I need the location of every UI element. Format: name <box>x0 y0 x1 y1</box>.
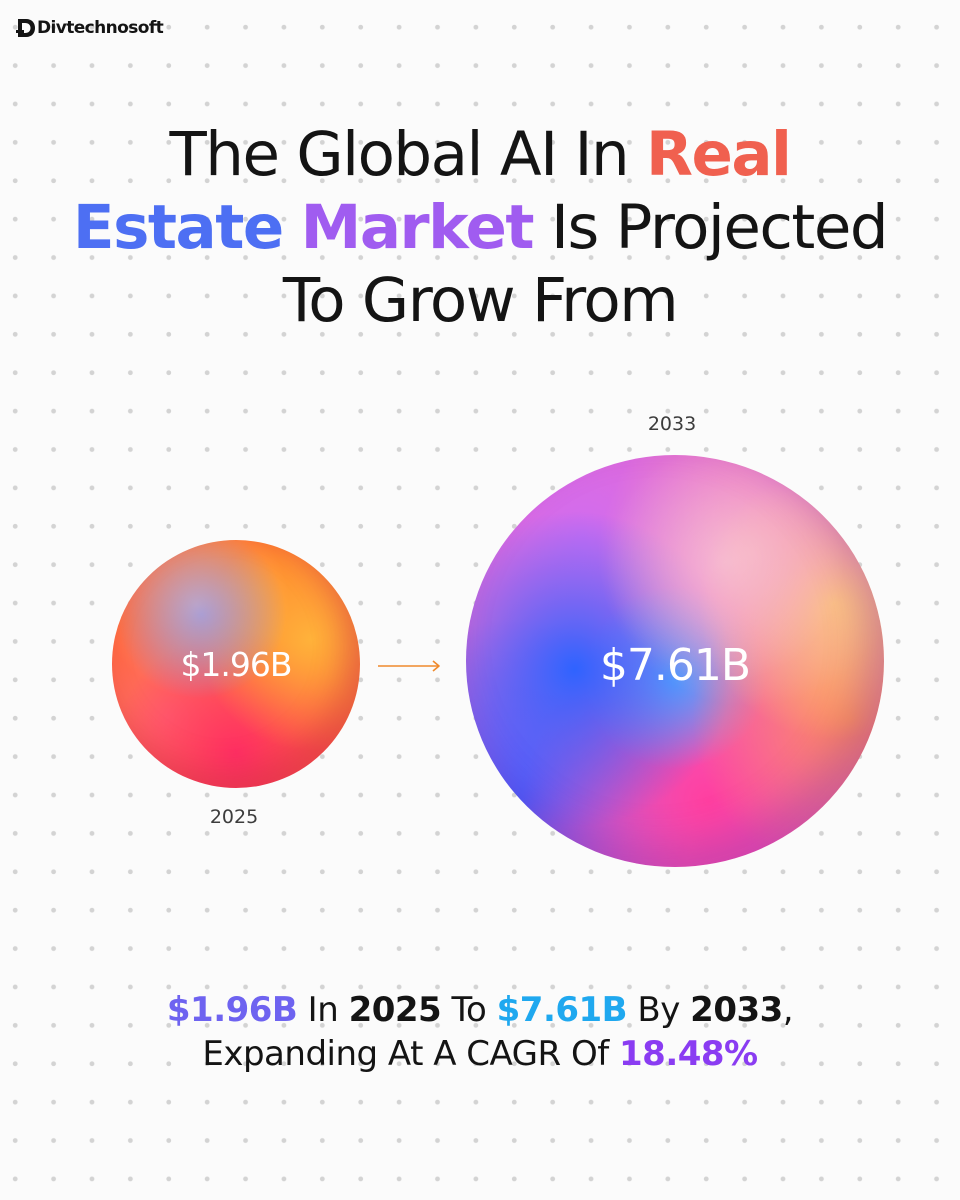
end-year-label: 2033 <box>647 413 697 435</box>
summary-start-year: 2025 <box>348 990 442 1030</box>
arrow-right-icon <box>378 660 440 672</box>
title-line-1: The Global AI In Real <box>0 118 960 191</box>
sphere-highlight <box>466 455 884 867</box>
summary-expanding: Expanding At A CAGR Of <box>202 1034 619 1074</box>
end-value-label: $7.61B <box>599 640 751 691</box>
summary-end-year: 2033 <box>690 990 783 1030</box>
summary-start-value: $1.96B <box>166 990 298 1030</box>
start-value-label: $1.96B <box>180 645 292 684</box>
summary-comma: , <box>782 990 794 1030</box>
title-line-3: To Grow From <box>282 265 679 336</box>
summary-end-value: $7.61B <box>496 990 628 1030</box>
title-text-projected: Is Projected <box>533 192 889 263</box>
sphere-highlight <box>112 540 360 788</box>
title-text-start: The Global AI In <box>169 119 647 190</box>
summary-line-2: Expanding At A CAGR Of 18.48% <box>0 1032 960 1076</box>
start-value-sphere: $1.96B <box>112 540 360 788</box>
summary-to: To <box>441 990 497 1030</box>
summary-by: By <box>627 990 691 1030</box>
start-year-label: 2025 <box>209 806 259 828</box>
divtechnosoft-logo-icon <box>16 19 35 37</box>
title-highlight-market: Market <box>300 192 535 263</box>
title-highlight-real: Real <box>646 119 792 190</box>
summary-in: In <box>297 990 349 1030</box>
logo-wordmark: Divtechnosoft <box>37 17 164 38</box>
end-value-sphere: $7.61B <box>466 455 884 867</box>
brand-logo: Divtechnosoft <box>16 16 164 40</box>
summary-line-1: $1.96B In 2025 To $7.61B By 2033, <box>0 988 960 1032</box>
title-highlight-estate: Estate <box>72 192 284 263</box>
page-title: The Global AI In Real Estate Market Is P… <box>0 118 960 337</box>
title-line-2: Estate Market Is Projected <box>0 191 960 264</box>
summary-cagr: 18.48% <box>619 1034 758 1074</box>
summary-text: $1.96B In 2025 To $7.61B By 2033, Expand… <box>0 988 960 1076</box>
